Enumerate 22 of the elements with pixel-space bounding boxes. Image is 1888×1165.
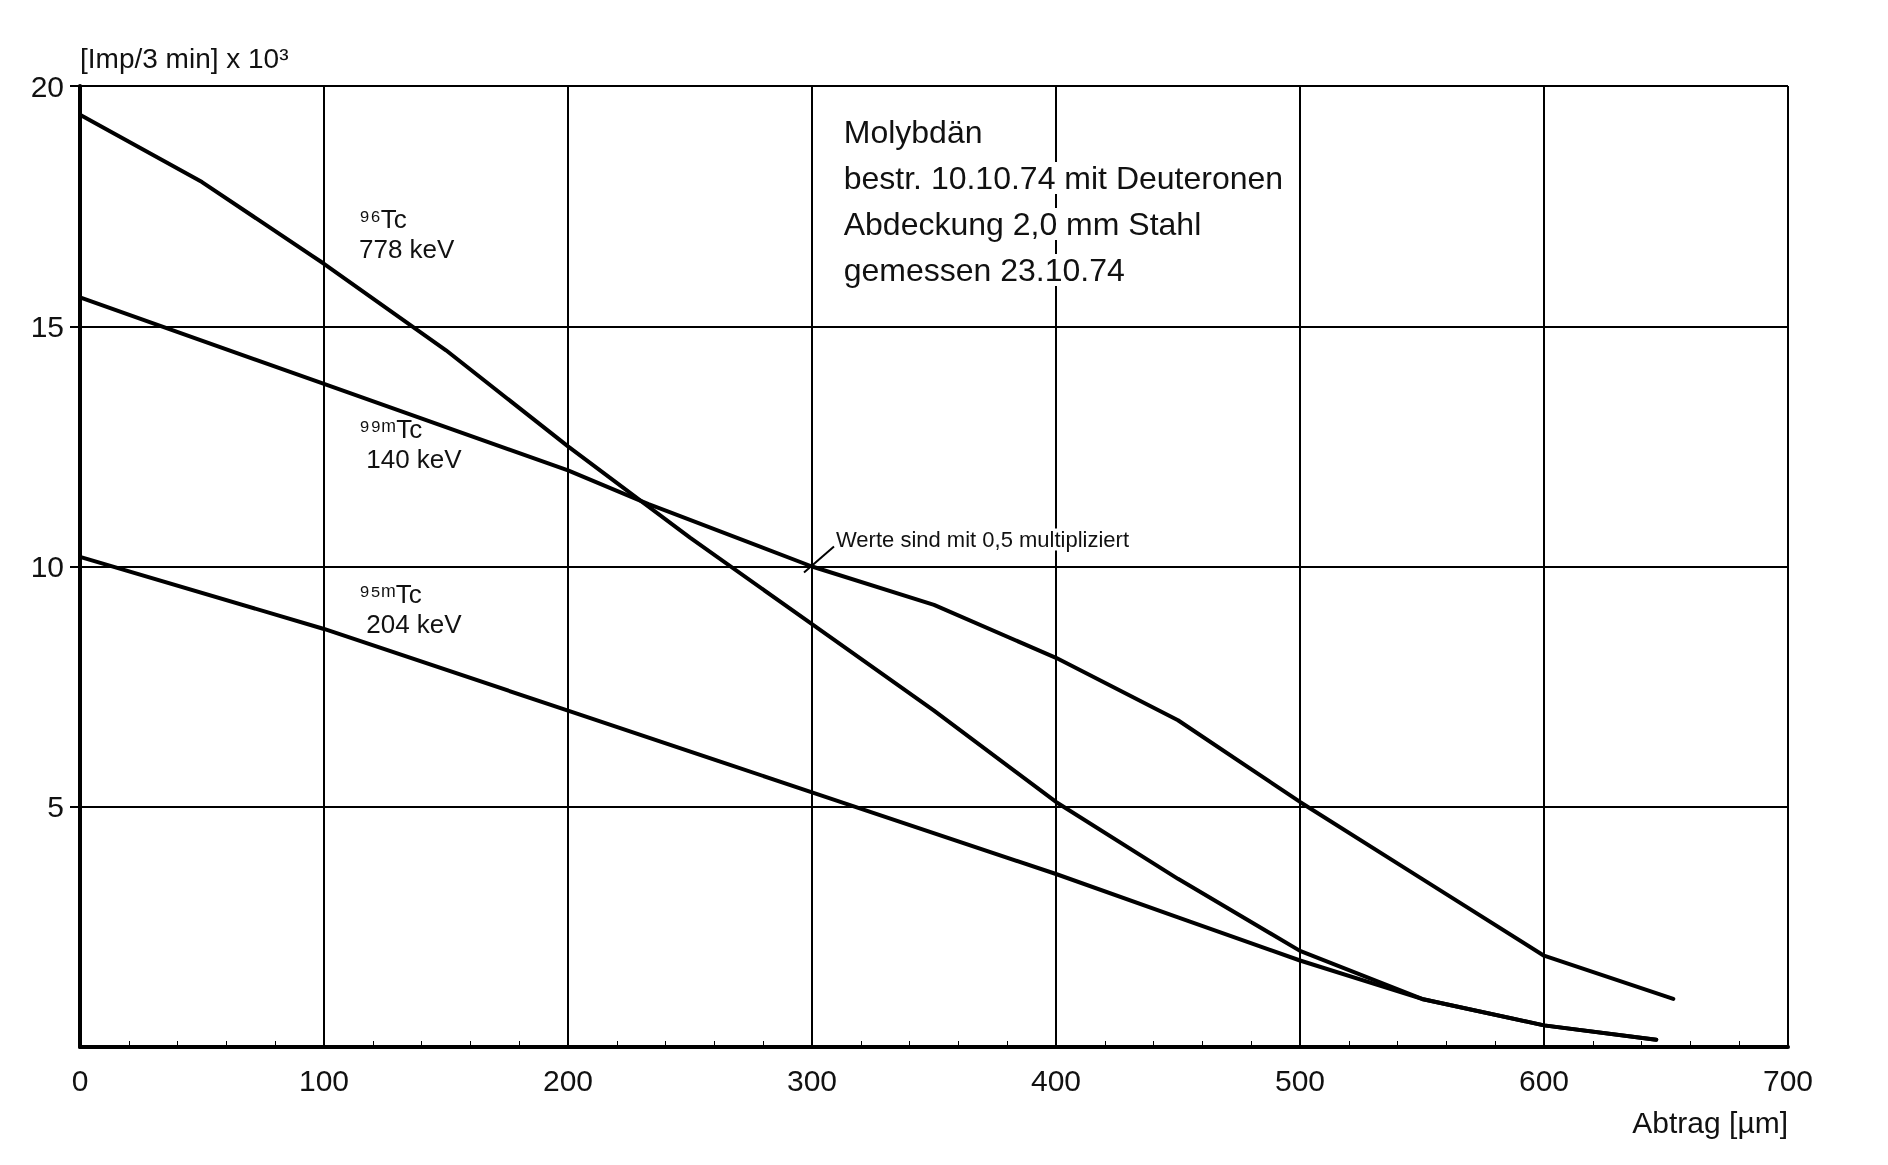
annotation: Molybdän xyxy=(843,114,983,150)
annotation: Werte sind mit 0,5 multipliziert xyxy=(836,527,1130,552)
y-tick-label: 5 xyxy=(47,790,64,824)
annotation: Abdeckung 2,0 mm Stahl xyxy=(843,206,1202,242)
x-axis-title: Abtrag [µm] xyxy=(1632,1105,1788,1139)
x-tick-label: 500 xyxy=(1274,1063,1326,1097)
x-tick-label: 200 xyxy=(542,1063,594,1097)
x-tick-label: 100 xyxy=(298,1063,350,1097)
y-tick-label: 20 xyxy=(30,69,64,103)
x-tick-label: 600 xyxy=(1518,1063,1570,1097)
x-tick-label: 700 xyxy=(1762,1063,1814,1097)
series-label: ⁹⁵ᵐTc 204 keV xyxy=(359,578,463,639)
y-axis-title: [Imp/3 min] x 10³ xyxy=(80,42,289,74)
y-tick-label: 15 xyxy=(30,309,64,343)
x-tick-label: 0 xyxy=(71,1063,89,1097)
x-tick-label: 400 xyxy=(1030,1063,1082,1097)
series-label: ⁹⁶Tc 778 keV xyxy=(359,203,456,264)
x-tick-label: 300 xyxy=(786,1063,838,1097)
annotation: bestr. 10.10.74 mit Deuteronen xyxy=(843,160,1284,196)
series-label: ⁹⁹ᵐTc 140 keV xyxy=(359,413,463,474)
annotation: gemessen 23.10.74 xyxy=(843,252,1125,288)
y-tick-label: 10 xyxy=(30,550,64,583)
